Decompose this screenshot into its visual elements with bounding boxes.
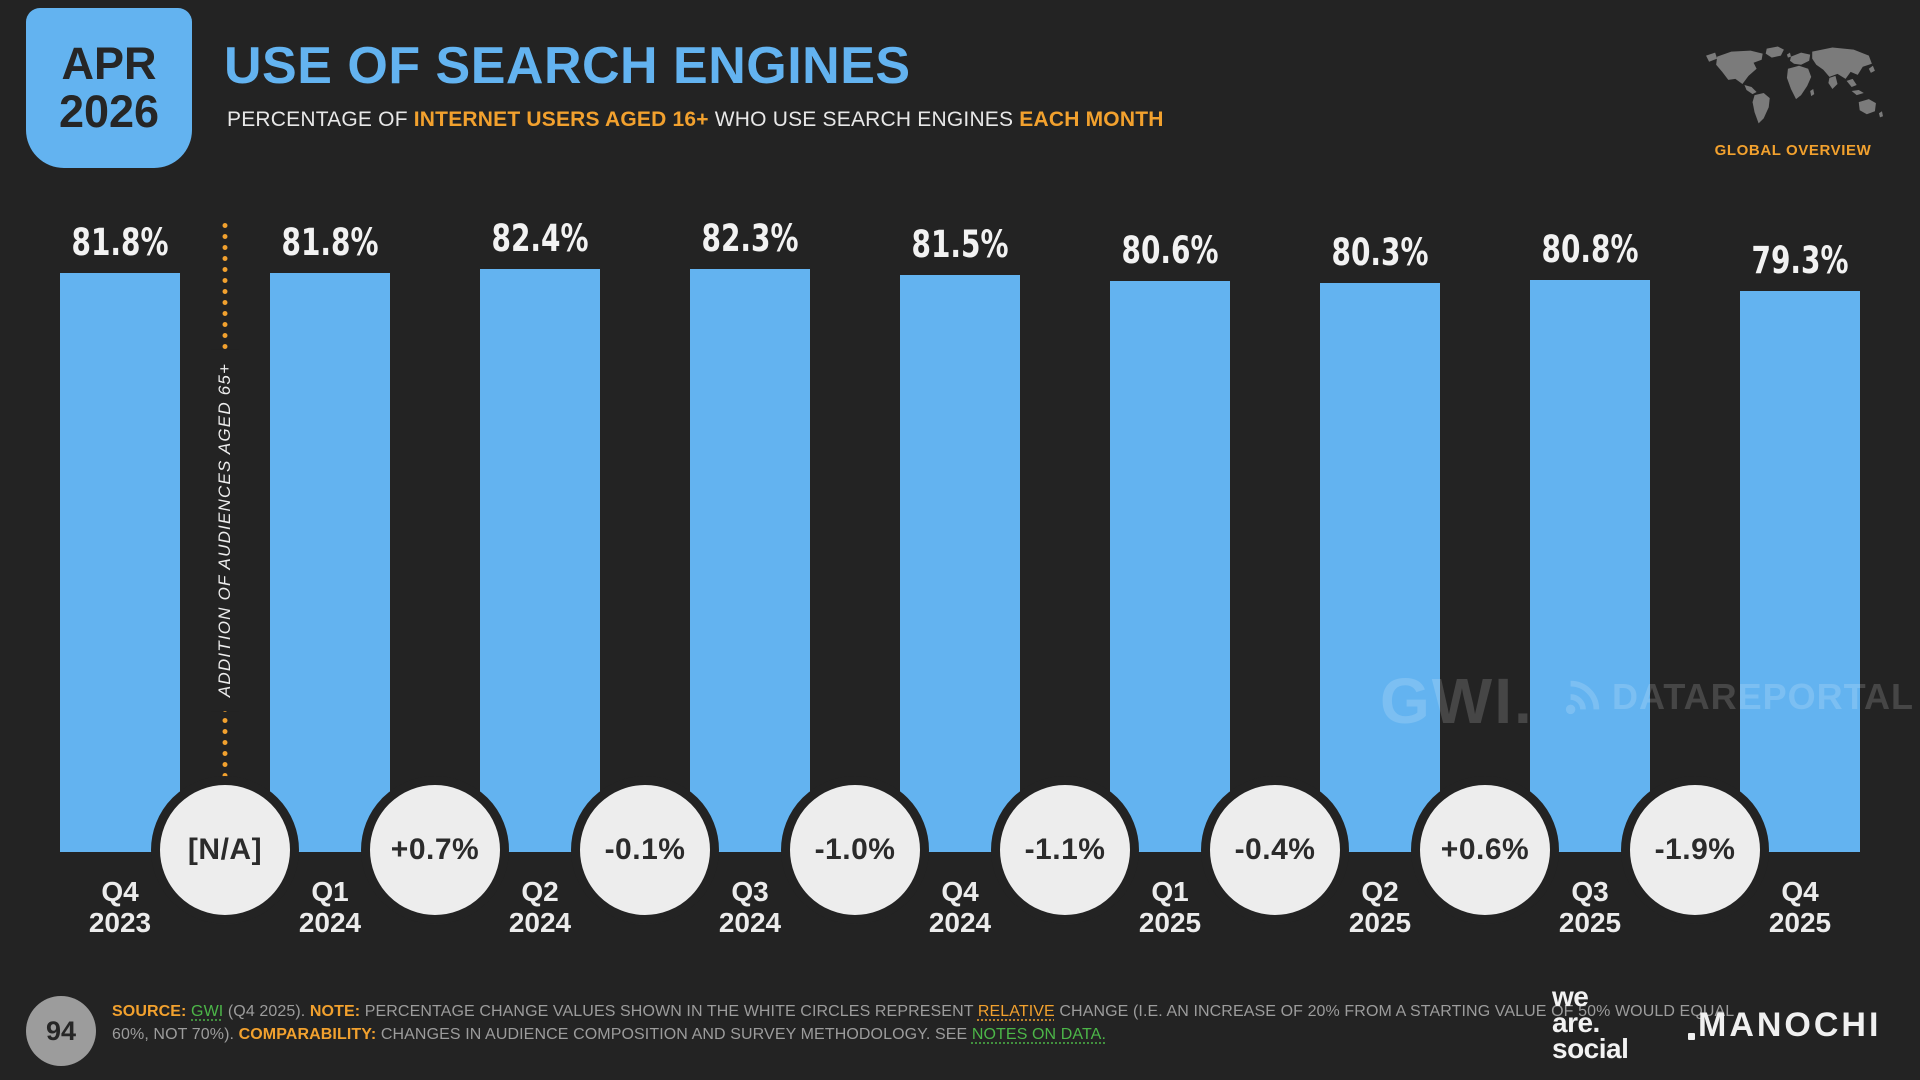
category-label-line: Q3 bbox=[731, 876, 769, 907]
page-subtitle: PERCENTAGE OF INTERNET USERS AGED 16+ WH… bbox=[227, 108, 1164, 132]
subtitle-segment: WHO USE SEARCH ENGINES bbox=[708, 108, 1020, 131]
source-note: SOURCE: GWI (Q4 2025). NOTE: PERCENTAGE … bbox=[112, 1000, 1734, 1046]
subtitle-segment: INTERNET USERS AGED 16+ bbox=[413, 108, 709, 131]
category-label-line: Q1 bbox=[311, 876, 349, 907]
note-link[interactable]: NOTES ON DATA. bbox=[971, 1026, 1106, 1044]
category-label-q2-2025: Q2 2025 bbox=[1275, 876, 1485, 939]
change-circle-2: +0.7% bbox=[361, 776, 509, 924]
change-circle-4: -1.0% bbox=[781, 776, 929, 924]
bar-value-q3-2024: 82.3% bbox=[701, 217, 799, 260]
subtitle-segment: EACH MONTH bbox=[1019, 108, 1164, 131]
page-title: USE OF SEARCH ENGINES bbox=[224, 37, 911, 95]
bar-value-q1-2024: 81.8% bbox=[281, 221, 379, 264]
bar-q1-2024 bbox=[270, 273, 390, 852]
note-segment: CHANGE (I.E. AN INCREASE OF 20% FROM A S… bbox=[1054, 1003, 1735, 1020]
bar-value-q2-2024: 82.4% bbox=[491, 217, 589, 260]
category-label-line: Q4 bbox=[941, 876, 979, 907]
category-label-q1-2025: Q1 2025 bbox=[1065, 876, 1275, 939]
date-badge-month: APR bbox=[61, 38, 157, 90]
bar-value-q2-2025: 80.3% bbox=[1331, 231, 1429, 274]
bar-q4-2025 bbox=[1740, 291, 1860, 852]
category-label-line: 2023 bbox=[88, 906, 152, 938]
category-label-line: 2025 bbox=[1558, 906, 1622, 938]
bar-value-q4-2024: 81.5% bbox=[911, 223, 1009, 266]
category-label-q3-2025: Q3 2025 bbox=[1485, 876, 1695, 939]
category-label-line: Q4 bbox=[1781, 876, 1819, 907]
we-are-social-logo-line: social bbox=[1552, 1032, 1629, 1064]
datareportal-watermark-text: DATAREPORTAL bbox=[1612, 676, 1914, 717]
category-label-line: Q3 bbox=[1571, 876, 1609, 907]
note-segment: SOURCE: bbox=[112, 1003, 192, 1020]
datareportal-signal-icon bbox=[1565, 680, 1600, 715]
category-label-q4-2025: Q4 2025 bbox=[1695, 876, 1905, 939]
note-segment: NOTE: bbox=[309, 1003, 365, 1020]
note-segment: PERCENTAGE CHANGE VALUES SHOWN IN THE WH… bbox=[364, 1003, 978, 1020]
category-label-q4-2023: Q4 2023 bbox=[15, 876, 225, 939]
category-label-line: Q2 bbox=[1361, 876, 1399, 907]
category-label-line: 2025 bbox=[1348, 906, 1412, 938]
change-circle-6: -0.4% bbox=[1201, 776, 1349, 924]
we-are-social-logo-line: are. bbox=[1552, 1006, 1600, 1038]
datareportal-watermark: DATAREPORTAL bbox=[1562, 676, 1914, 718]
note-segment: 60%, NOT 70%). bbox=[112, 1026, 239, 1044]
manochi-dot bbox=[1688, 1033, 1695, 1040]
note-segment: RELATIVE bbox=[977, 1003, 1055, 1020]
change-circle-5: -1.1% bbox=[991, 776, 1139, 924]
bar-q3-2024 bbox=[690, 269, 810, 852]
category-label-q2-2024: Q2 2024 bbox=[435, 876, 645, 939]
category-label-line: 2025 bbox=[1138, 906, 1202, 938]
annotation-label: ADDITION OF AUDIENCES AGED 65+ bbox=[211, 348, 239, 712]
change-circle-8: -1.9% bbox=[1621, 776, 1769, 924]
category-label-line: Q1 bbox=[1151, 876, 1189, 907]
category-label-q1-2024: Q1 2024 bbox=[225, 876, 435, 939]
note-segment: COMPARABILITY: bbox=[238, 1026, 381, 1044]
change-circle-7: +0.6% bbox=[1411, 776, 1559, 924]
category-label-line: Q2 bbox=[521, 876, 559, 907]
category-label-line: Q4 bbox=[101, 876, 139, 907]
bar-q4-2023 bbox=[60, 273, 180, 852]
change-circle-1: [N/A] bbox=[151, 776, 299, 924]
we-are-social-logo: we are. social bbox=[1552, 981, 1629, 1064]
subtitle-segment: PERCENTAGE OF bbox=[227, 108, 414, 131]
note-link[interactable]: GWI bbox=[191, 1003, 224, 1020]
page-number: 94 bbox=[45, 1015, 77, 1046]
date-badge: APR 2026 bbox=[26, 8, 192, 168]
category-label-line: 2025 bbox=[1768, 906, 1832, 938]
category-label-line: 2024 bbox=[298, 906, 362, 938]
we-are-social-logo-line: we bbox=[1552, 981, 1589, 1012]
bar-value-q3-2025: 80.8% bbox=[1541, 228, 1639, 271]
manochi-logo: MANOCHI bbox=[1688, 1006, 1881, 1045]
bar-value-q4-2023: 81.8% bbox=[71, 221, 169, 264]
category-label-q3-2024: Q3 2024 bbox=[645, 876, 855, 939]
note-segment: CHANGES IN AUDIENCE COMPOSITION AND SURV… bbox=[380, 1026, 972, 1044]
bar-q2-2025 bbox=[1320, 283, 1440, 852]
source-note-line2: 60%, NOT 70%). COMPARABILITY: CHANGES IN… bbox=[112, 1023, 1572, 1046]
change-circle-3: -0.1% bbox=[571, 776, 719, 924]
bar-q3-2025 bbox=[1530, 280, 1650, 852]
source-note-line1: SOURCE: GWI (Q4 2025). NOTE: PERCENTAGE … bbox=[112, 1000, 1734, 1023]
bar-value-q1-2025: 80.6% bbox=[1121, 229, 1219, 272]
bar-q1-2025 bbox=[1110, 281, 1230, 852]
page-number-badge: 94 bbox=[26, 996, 96, 1066]
bar-value-q4-2025: 79.3% bbox=[1751, 239, 1849, 282]
region-overview: GLOBAL OVERVIEW bbox=[1698, 40, 1888, 159]
gwi-watermark: GWI. bbox=[1380, 665, 1534, 737]
region-label: GLOBAL OVERVIEW bbox=[1714, 142, 1872, 159]
category-label-line: 2024 bbox=[508, 906, 572, 938]
category-label-line: 2024 bbox=[718, 906, 782, 938]
category-label-line: 2024 bbox=[928, 906, 992, 938]
category-label-q4-2024: Q4 2024 bbox=[855, 876, 1065, 939]
world-map-icon bbox=[1706, 46, 1883, 124]
bar-q2-2024 bbox=[480, 269, 600, 852]
bar-q4-2024 bbox=[900, 275, 1020, 852]
date-badge-year: 2026 bbox=[58, 86, 160, 137]
note-segment: (Q4 2025). bbox=[223, 1003, 310, 1020]
manochi-logo-text: MANOCHI bbox=[1698, 1006, 1882, 1044]
